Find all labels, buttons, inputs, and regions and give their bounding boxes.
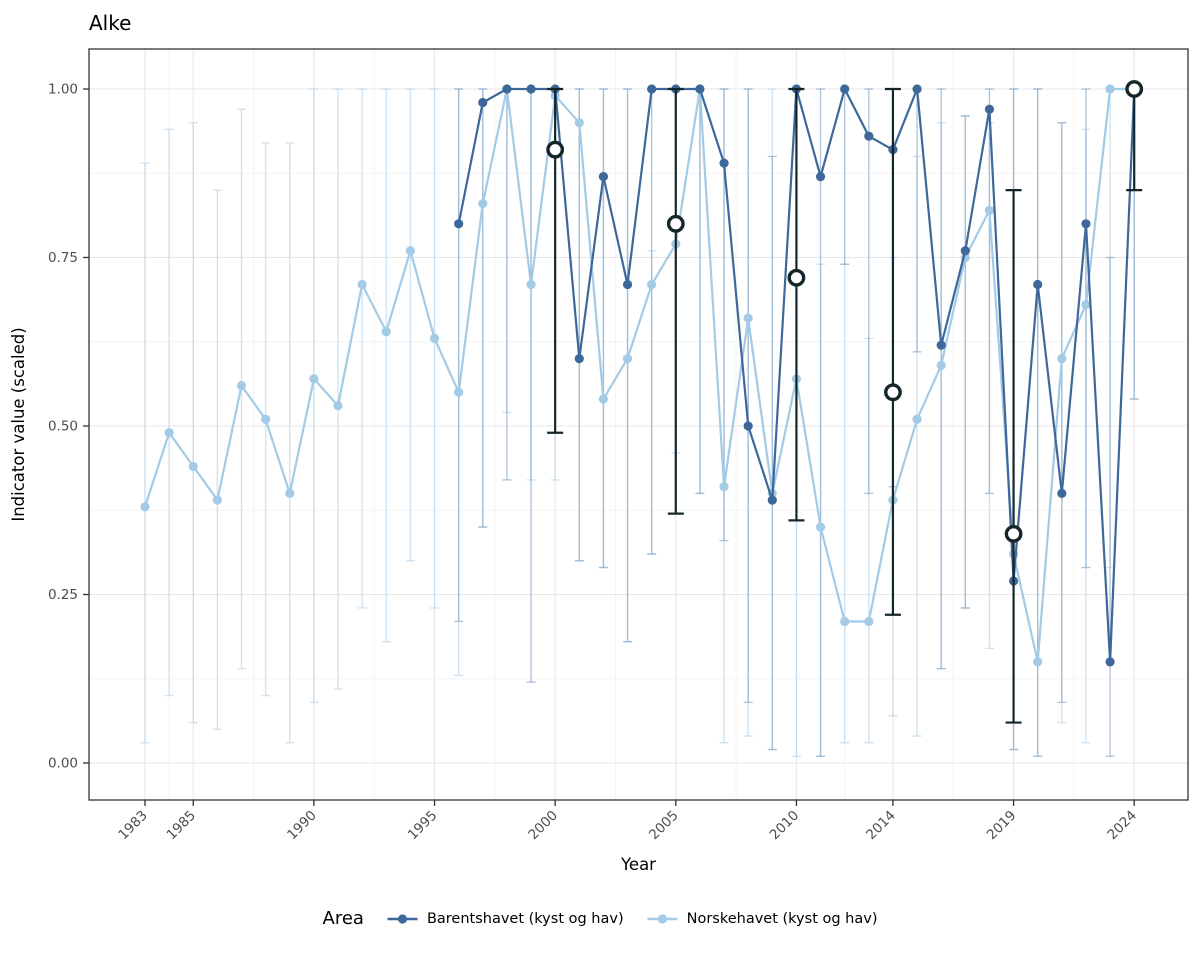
svg-text:1985: 1985 (163, 808, 199, 844)
legend-label: Barentshavet (kyst og hav) (426, 910, 624, 927)
legend-key-line-dot-icon (387, 913, 418, 924)
svg-text:2014: 2014 (863, 808, 899, 844)
legend-key-line-dot-icon (647, 913, 678, 924)
svg-text:0.25: 0.25 (48, 587, 78, 603)
chart-legend: Area Barentshavet (kyst og hav) Norskeha… (323, 908, 878, 929)
svg-text:0.50: 0.50 (48, 419, 78, 435)
svg-text:1983: 1983 (115, 808, 151, 844)
svg-text:Indicator value (scaled): Indicator value (scaled) (9, 327, 28, 521)
svg-text:1.00: 1.00 (48, 82, 78, 98)
svg-text:1995: 1995 (405, 808, 441, 844)
svg-text:2005: 2005 (646, 808, 682, 844)
svg-text:2000: 2000 (525, 808, 561, 844)
svg-text:Alke: Alke (89, 11, 131, 35)
legend-item-norskehavet: Norskehavet (kyst og hav) (646, 910, 878, 927)
legend-title: Area (322, 908, 364, 929)
legend-item-barentshavet: Barentshavet (kyst og hav) (386, 911, 624, 927)
legend-label: Norskehavet (kyst og hav) (686, 910, 878, 927)
svg-text:2010: 2010 (767, 808, 803, 844)
svg-text:1990: 1990 (284, 808, 320, 844)
svg-text:0.00: 0.00 (48, 756, 78, 772)
svg-text:2024: 2024 (1104, 808, 1140, 844)
svg-text:2019: 2019 (984, 808, 1020, 844)
svg-text:0.75: 0.75 (48, 250, 78, 266)
svg-text:Year: Year (620, 855, 656, 874)
